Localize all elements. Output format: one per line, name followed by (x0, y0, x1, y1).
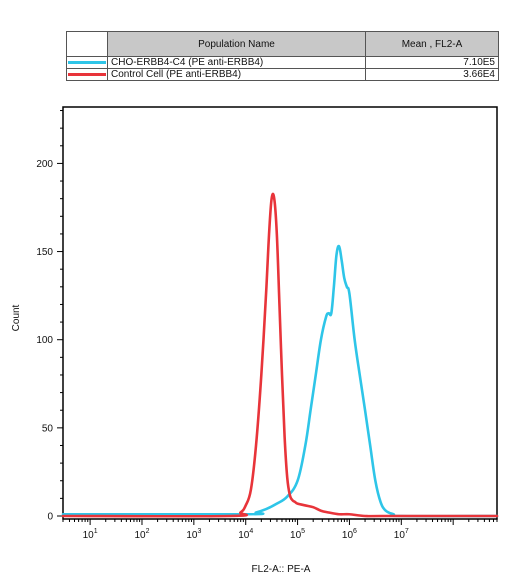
series-line-control (61, 192, 499, 518)
y-tick-label: 50 (42, 423, 54, 434)
legend-swatch-cell (66, 68, 108, 81)
x-tick-base: 10 (134, 530, 146, 541)
y-tick-label: 0 (47, 512, 53, 523)
x-tick-label: 103 (186, 528, 201, 541)
x-tick-base: 10 (186, 530, 198, 541)
legend-header-stat: Mean , FL2-A (365, 31, 499, 57)
series-line-cho (61, 244, 499, 518)
x-tick-base: 10 (83, 530, 95, 541)
x-tick-exponent: 5 (301, 528, 305, 535)
y-axis: 0 50 100 150 200 (36, 110, 63, 523)
legend-row: CHO-ERBB4-C4 (PE anti-ERBB4) 7.10E5 (66, 56, 499, 69)
legend-header-swatch (66, 31, 108, 57)
x-tick-exponent: 6 (353, 528, 357, 535)
y-tick-label: 100 (36, 335, 53, 346)
x-tick-exponent: 1 (94, 528, 98, 535)
legend-value-control: 3.66E4 (365, 68, 499, 81)
series-layer (61, 192, 499, 518)
x-tick-base: 10 (290, 530, 302, 541)
y-tick-label: 150 (36, 247, 53, 258)
x-tick-exponent: 3 (197, 528, 201, 535)
x-tick-label: 105 (290, 528, 305, 541)
x-tick-exponent: 4 (249, 528, 253, 535)
x-tick-base: 10 (238, 530, 250, 541)
legend-row: Control Cell (PE anti-ERBB4) 3.66E4 (66, 68, 499, 81)
y-tick-label: 200 (36, 159, 53, 170)
x-tick-label: 102 (134, 528, 149, 541)
x-axis: 101 102 103 104 105 106 107 (62, 519, 498, 541)
x-tick-exponent: 2 (146, 528, 150, 535)
x-tick-label: 107 (394, 528, 409, 541)
x-tick-label: 101 (83, 528, 98, 541)
y-axis-title: Count (11, 304, 22, 331)
legend-swatch-control (68, 73, 106, 76)
legend-swatch-cho (68, 61, 106, 64)
x-axis-title: FL2-A:: PE-A (252, 564, 311, 575)
x-tick-base: 10 (394, 530, 406, 541)
legend-table: Population Name Mean , FL2-A CHO-ERBB4-C… (66, 31, 499, 81)
x-tick-base: 10 (342, 530, 354, 541)
legend-name-cho: CHO-ERBB4-C4 (PE anti-ERBB4) (107, 56, 366, 69)
x-tick-label: 104 (238, 528, 253, 541)
legend-name-control: Control Cell (PE anti-ERBB4) (107, 68, 366, 81)
x-tick-label: 106 (342, 528, 357, 541)
x-tick-exponent: 7 (405, 528, 409, 535)
